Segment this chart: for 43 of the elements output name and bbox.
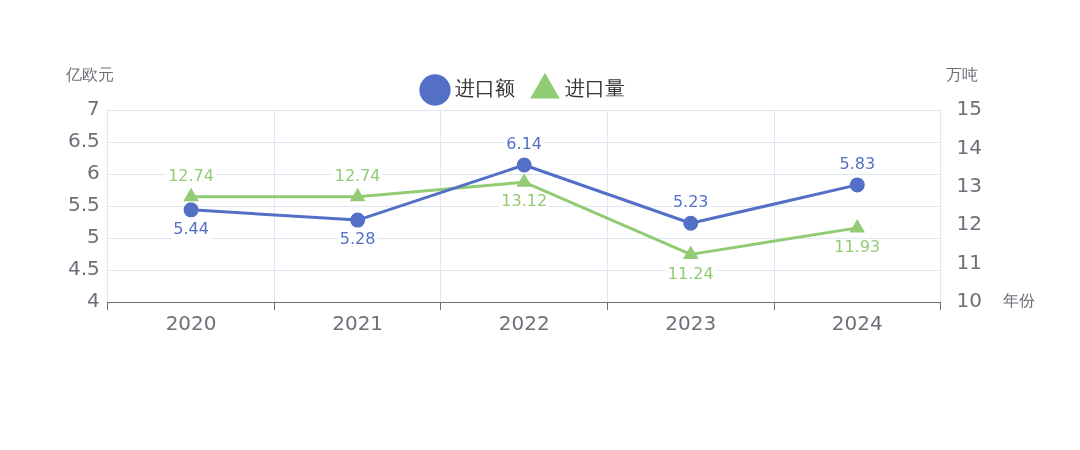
y2-tick-label: 14 — [956, 134, 982, 159]
point — [183, 202, 199, 218]
point — [683, 215, 699, 231]
y2-tick-label: 12 — [956, 211, 982, 236]
legend-label: 进口量 — [565, 76, 625, 101]
y-tick-label: 4 — [87, 288, 100, 313]
data-label: 5.44 — [173, 219, 209, 238]
legend-label: 进口额 — [455, 76, 515, 101]
y-tick-label: 6 — [87, 160, 100, 185]
data-label: 6.14 — [506, 134, 542, 154]
x-tick-label: 2022 — [498, 311, 550, 336]
point — [516, 157, 532, 173]
data-label: 5.23 — [672, 192, 709, 212]
y-tick-label: 7 — [87, 96, 100, 121]
data-label: 5.83 — [839, 154, 876, 174]
x-tick-label: 2021 — [332, 311, 384, 336]
y-tick-label: 5.5 — [67, 192, 100, 217]
x-tick-label: 2023 — [665, 311, 717, 336]
data-label: 12.74 — [168, 165, 214, 185]
y-tick-label: 4.5 — [67, 256, 100, 281]
data-label: 11.93 — [834, 237, 881, 257]
y2-tick-label: 10 — [956, 288, 982, 313]
y2-tick-label: 15 — [956, 96, 982, 121]
point — [350, 189, 365, 202]
y-tick-label: 5 — [87, 224, 100, 249]
y-axis-title: 亿欧元 — [65, 65, 114, 85]
data-label: 11.24 — [667, 263, 714, 283]
point — [184, 189, 198, 202]
point — [350, 212, 366, 228]
x-axis-title: 年份 — [1002, 291, 1035, 311]
x-tick-label: 2020 — [165, 311, 217, 336]
y2-tick-label: 11 — [956, 249, 982, 274]
point — [850, 220, 864, 233]
data-label: 5.28 — [339, 229, 376, 249]
y2-tick-label: 13 — [956, 173, 982, 197]
x-tick-label: 2024 — [831, 311, 883, 336]
data-label: 13.12 — [501, 191, 548, 211]
y2-axis-title: 万吨 — [946, 65, 978, 85]
point — [684, 246, 698, 259]
point — [517, 174, 531, 187]
data-label: 12.74 — [334, 165, 381, 185]
point — [849, 177, 865, 193]
y-tick-label: 6.5 — [67, 128, 100, 153]
